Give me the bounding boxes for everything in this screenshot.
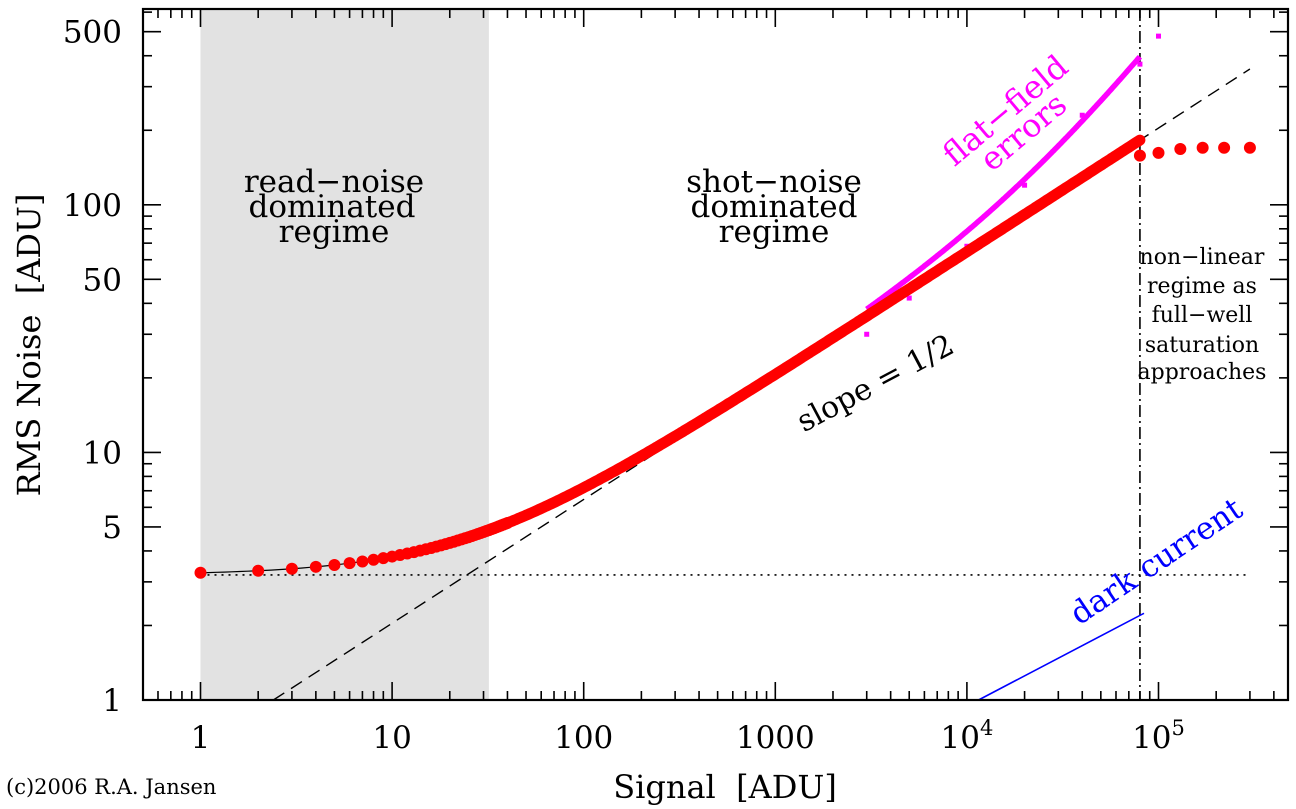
non-linear-label-line: approaches (1138, 360, 1267, 385)
x-tick-label: 10 (372, 720, 411, 756)
x-tick-label: 100 (554, 720, 613, 756)
read-noise-regime-label: read−noise dominated regime (244, 164, 424, 250)
flat-field-error-curve (865, 54, 1143, 312)
saturation-point (1152, 146, 1165, 159)
x-tick-label: 1000 (736, 720, 815, 756)
y-axis-title: RMS Noise [ADU] (10, 194, 48, 497)
non-linear-label-line: saturation (1145, 333, 1259, 358)
read-noise-regime-shading (200, 9, 489, 700)
non-linear-label-line: regime as (1147, 274, 1257, 299)
total-noise-point (309, 560, 322, 573)
total-noise-point (252, 564, 265, 577)
saturation-point (1196, 141, 1209, 154)
read-noise-label-line: dominated (249, 189, 416, 225)
total-noise-band (502, 134, 1146, 529)
y-tick-label: 100 (63, 188, 122, 224)
x-axis-title: Signal [ADU] (613, 768, 837, 806)
dark-current-line (978, 612, 1145, 701)
saturation-point (1174, 143, 1187, 156)
non-linear-regime-label: non−linear regime as full−well saturatio… (1138, 245, 1267, 385)
plot-frame (141, 7, 1290, 702)
flat-field-point (864, 331, 870, 337)
shot-noise-label-line: dominated (691, 189, 858, 225)
shot-noise-label-line: shot−noise (686, 164, 862, 200)
x-tick-label-exponent: 4 (980, 716, 993, 740)
x-tick-label-exponent: 5 (1172, 716, 1185, 740)
flat-field-point (1022, 182, 1028, 188)
total-noise-point (501, 516, 514, 529)
copyright-credit: (c)2006 R.A. Jansen (6, 775, 216, 799)
total-noise-point (328, 558, 341, 571)
saturation-point (1218, 141, 1231, 154)
non-linear-label-line: non−linear (1140, 245, 1265, 270)
total-noise-point (343, 557, 356, 570)
total-noise-point (1133, 149, 1146, 162)
total-noise-point (194, 566, 207, 579)
total-noise-point (285, 562, 298, 575)
y-tick-label: 1 (102, 683, 122, 719)
y-tick-label: 5 (102, 510, 122, 546)
flat-field-point (1156, 33, 1161, 39)
shot-noise-regime-label: shot−noise dominated regime (686, 164, 862, 250)
total-noise-point (367, 553, 380, 566)
flat-field-point (1079, 112, 1085, 118)
shot-noise-label-line: regime (719, 214, 830, 250)
flat-field-point (906, 295, 912, 301)
non-linear-label-line: full−well (1152, 303, 1253, 328)
y-tick-label: 50 (83, 262, 122, 298)
y-tick-label: 500 (63, 15, 122, 51)
saturation-point (1243, 141, 1256, 154)
x-tick-label: 1 (191, 720, 211, 756)
flat-field-point (1137, 61, 1143, 67)
y-tick-label: 10 (83, 435, 122, 471)
total-noise-point (356, 555, 369, 568)
read-noise-label-line: regime (279, 214, 390, 250)
read-noise-label-line: read−noise (244, 164, 424, 200)
